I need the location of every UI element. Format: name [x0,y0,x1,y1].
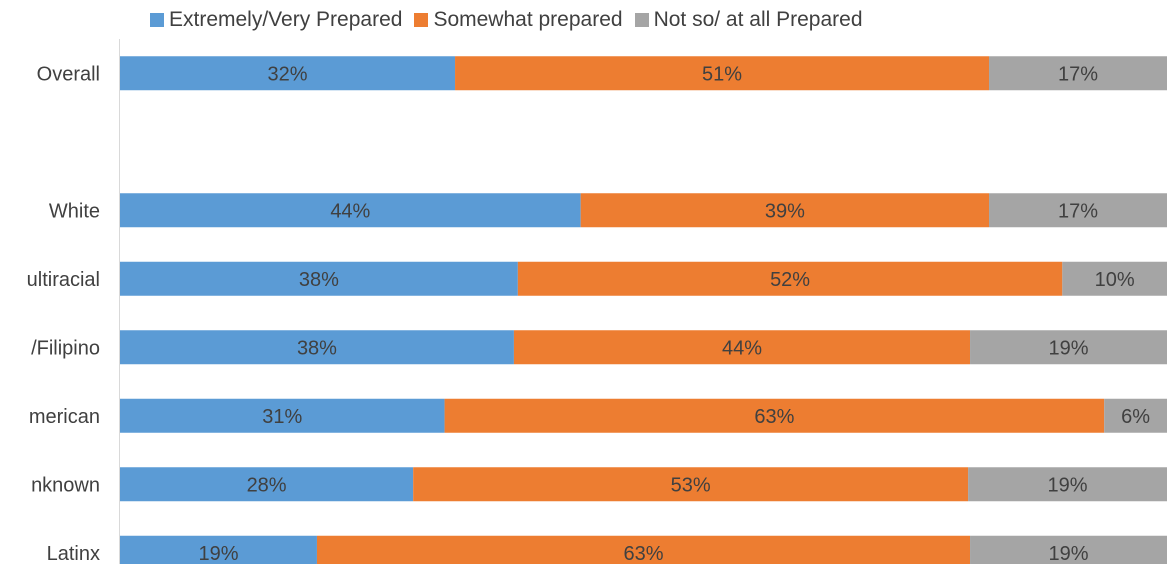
legend-item-extremely-very-prepared: Extremely/Very Prepared [150,8,402,32]
legend-label-somewhat-prepared: Somewhat prepared [433,8,623,31]
bar-segment [120,56,456,91]
legend-item-somewhat-prepared: Somewhat prepared [414,8,623,32]
data-label: 10% [1095,269,1135,291]
data-label: 19% [1049,337,1089,359]
category-label: Overall [37,63,100,85]
data-label: 38% [297,337,337,359]
bar-segment [968,467,1167,502]
bar-segment [1104,398,1167,433]
data-label: 19% [1049,543,1089,564]
category-label: ultiracial [27,269,100,291]
legend-swatch-not-prepared [634,13,649,27]
data-label: 32% [268,63,308,85]
data-label: 19% [1048,474,1088,496]
data-label: 44% [722,337,762,359]
bar-segment [120,261,518,296]
category-label: nknown [31,474,100,496]
legend-swatch-somewhat-prepared [414,13,429,27]
bar-segment [970,535,1167,564]
bar-segment [989,56,1167,91]
data-label: 17% [1058,200,1098,222]
bar-segment [120,467,414,502]
bar-segment [120,535,317,564]
data-label: 44% [330,200,370,222]
bar-segment [120,193,581,228]
data-label: 6% [1121,406,1150,428]
bar-segment [513,330,971,365]
data-label: 51% [702,63,742,85]
bar-segment [970,330,1167,365]
data-label: 19% [198,543,238,564]
bar-segment [120,398,445,433]
legend-label-not-prepared: Not so/ at all Prepared [653,8,863,31]
data-label: 28% [247,474,287,496]
legend-swatch-extremely-very-prepared [150,13,164,27]
data-label: 17% [1058,63,1098,85]
category-label: Latinx [47,543,100,564]
data-label: 39% [765,200,805,222]
bar-segment [580,193,990,228]
category-label: White [49,200,100,222]
chart-legend: Extremely/Very Prepared Somewhat prepare… [150,6,875,34]
legend-item-not-prepared: Not so/ at all Prepared [634,8,863,32]
data-label: 63% [754,406,794,428]
bar-segment [444,398,1105,433]
data-label: 53% [671,474,711,496]
bar-segment [989,193,1167,228]
legend-label-extremely-very-prepared: Extremely/Very Prepared [169,8,403,31]
bar-segment [517,261,1063,296]
data-label: 31% [262,406,302,428]
data-label: 38% [299,269,339,291]
bar-segment [413,467,969,502]
bar-segment [1062,261,1167,296]
data-label: 52% [770,269,810,291]
category-label: merican [29,406,100,428]
bar-segment [316,535,971,564]
bar-segment [455,56,990,91]
category-label: /Filipino [31,337,100,359]
data-label: 63% [623,543,663,564]
bar-segment [120,330,514,365]
